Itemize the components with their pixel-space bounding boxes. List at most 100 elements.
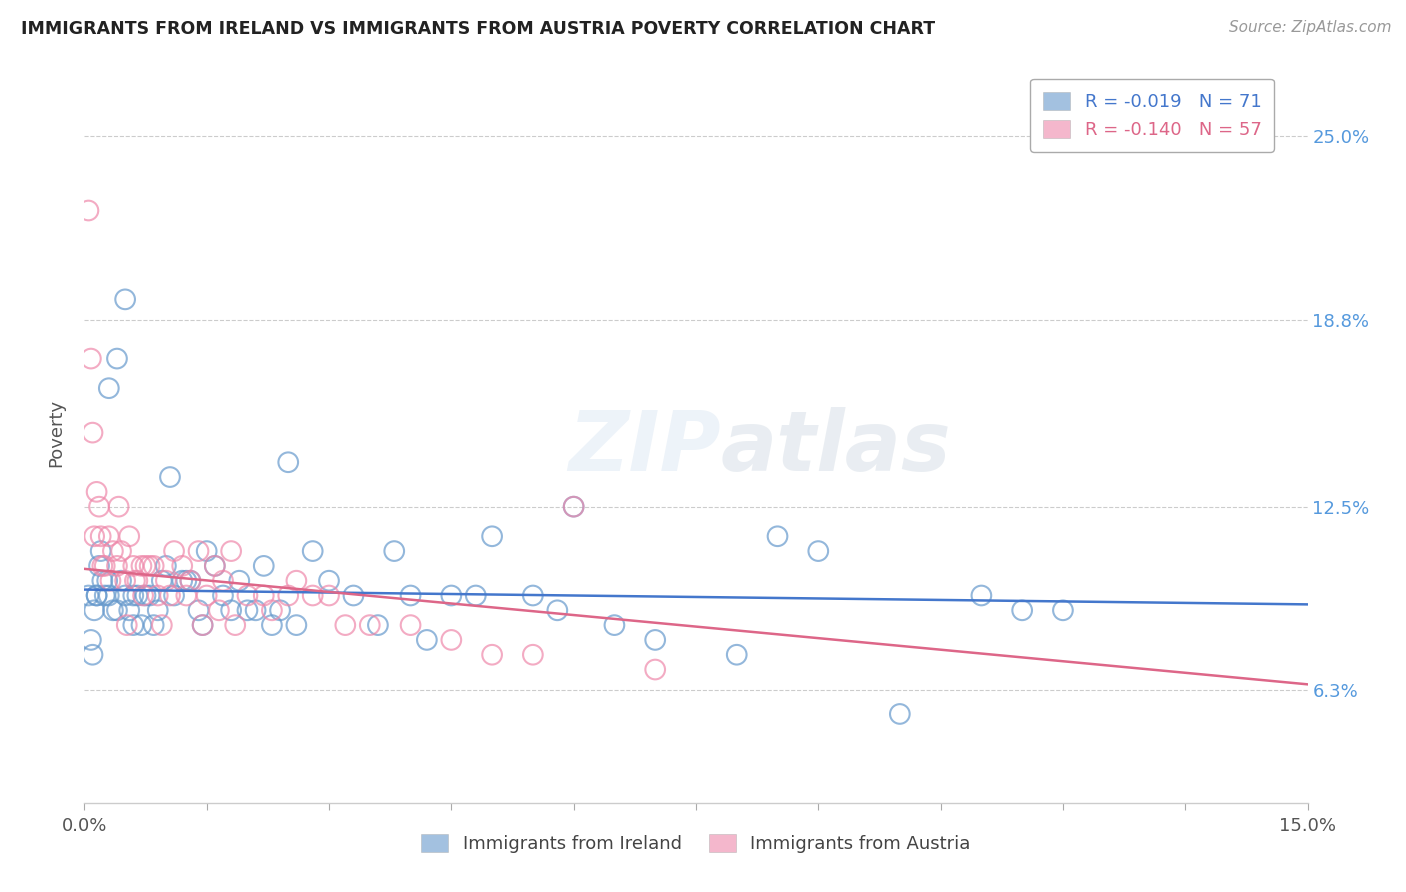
Point (766, 529, 789, 543)
Point (100, 574, 122, 588)
Point (82, 425, 104, 440)
Point (114, 293, 136, 307)
Point (97, 589, 120, 603)
Point (142, 558, 165, 573)
Point (807, 544, 830, 558)
Text: atlas: atlas (720, 407, 950, 488)
Point (399, 589, 422, 603)
Point (96, 574, 118, 588)
Point (260, 603, 283, 617)
Point (118, 529, 141, 543)
Point (172, 574, 194, 588)
Point (725, 648, 748, 662)
Point (138, 589, 160, 603)
Point (127, 589, 149, 603)
Point (150, 618, 173, 632)
Point (562, 500, 585, 514)
Point (114, 574, 136, 588)
Point (399, 618, 422, 632)
Point (86, 589, 108, 603)
Point (644, 632, 666, 647)
Point (90, 529, 112, 543)
Point (440, 589, 463, 603)
Point (236, 589, 259, 603)
Point (101, 544, 124, 558)
Point (138, 558, 160, 573)
Point (253, 558, 276, 573)
Point (562, 500, 585, 514)
Text: ZIP: ZIP (568, 407, 720, 488)
Point (195, 589, 218, 603)
Point (301, 589, 323, 603)
Point (204, 558, 226, 573)
Point (889, 706, 911, 721)
Point (135, 558, 157, 573)
Point (80, 351, 103, 366)
Point (87, 500, 110, 514)
Point (172, 558, 194, 573)
Point (163, 589, 186, 603)
Point (187, 544, 209, 558)
Point (440, 632, 463, 647)
Point (367, 618, 389, 632)
Point (115, 618, 138, 632)
Point (110, 544, 132, 558)
Point (93, 558, 115, 573)
Point (135, 589, 157, 603)
Point (224, 618, 246, 632)
Point (277, 589, 299, 603)
Point (285, 574, 308, 588)
Point (91, 574, 114, 588)
Point (77, 203, 100, 218)
Point (159, 470, 181, 484)
Point (87, 558, 110, 573)
Text: IMMIGRANTS FROM IRELAND VS IMMIGRANTS FROM AUSTRIA POVERTY CORRELATION CHART: IMMIGRANTS FROM IRELAND VS IMMIGRANTS FR… (21, 20, 935, 37)
Point (77, 589, 100, 603)
Point (101, 603, 124, 617)
Point (260, 618, 283, 632)
Point (195, 544, 218, 558)
Point (318, 589, 340, 603)
Point (179, 574, 201, 588)
Point (522, 589, 544, 603)
Point (105, 603, 128, 617)
Point (142, 618, 165, 632)
Point (204, 558, 226, 573)
Point (191, 618, 214, 632)
Point (219, 544, 242, 558)
Point (114, 589, 136, 603)
Point (155, 574, 177, 588)
Point (131, 618, 153, 632)
Point (464, 589, 486, 603)
Point (277, 455, 299, 469)
Point (382, 544, 405, 558)
Point (93, 589, 115, 603)
Point (522, 648, 544, 662)
Point (97, 529, 120, 543)
Point (481, 529, 503, 543)
Point (179, 574, 201, 588)
Point (212, 589, 235, 603)
Point (236, 603, 259, 617)
Legend: Immigrants from Ireland, Immigrants from Austria: Immigrants from Ireland, Immigrants from… (413, 827, 979, 861)
Point (1011, 603, 1033, 617)
Point (132, 589, 155, 603)
Point (155, 558, 177, 573)
Point (163, 544, 186, 558)
Point (191, 618, 214, 632)
Point (90, 544, 112, 558)
Point (83, 529, 105, 543)
Point (335, 618, 357, 632)
Point (146, 603, 169, 617)
Point (359, 618, 381, 632)
Point (212, 574, 235, 588)
Point (124, 574, 146, 588)
Point (318, 574, 340, 588)
Point (86, 589, 108, 603)
Point (80, 632, 103, 647)
Point (122, 589, 145, 603)
Point (83, 603, 105, 617)
Point (122, 618, 145, 632)
Point (269, 603, 291, 617)
Point (107, 500, 129, 514)
